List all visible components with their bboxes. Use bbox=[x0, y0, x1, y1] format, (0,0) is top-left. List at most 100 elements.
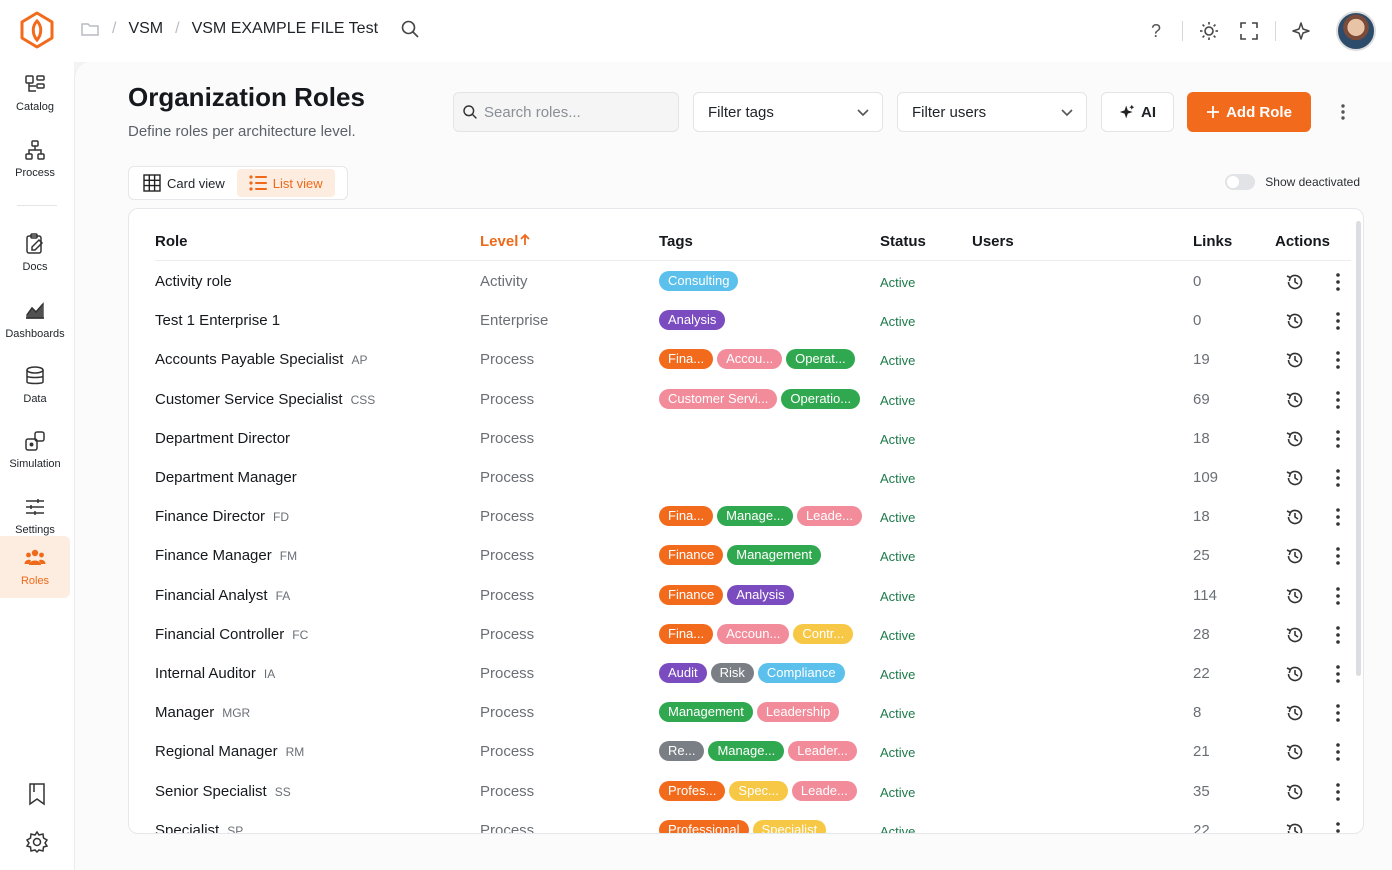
more-options-icon[interactable] bbox=[1331, 350, 1345, 370]
tag-badge[interactable]: Accoun... bbox=[717, 623, 790, 644]
tag-badge[interactable]: Professional bbox=[659, 819, 749, 833]
sidebar-item-docs[interactable]: Docs bbox=[0, 222, 70, 284]
role-name[interactable]: Finance Director FD bbox=[155, 508, 289, 525]
history-icon[interactable] bbox=[1285, 625, 1305, 645]
sidebar-item-settings[interactable]: Settings bbox=[0, 485, 70, 547]
role-name[interactable]: Activity role bbox=[155, 273, 232, 290]
scrollbar[interactable] bbox=[1356, 221, 1361, 676]
column-header-links[interactable]: Links bbox=[1193, 233, 1233, 250]
tag-badge[interactable]: Fina... bbox=[659, 506, 714, 527]
tag-badge[interactable]: Customer Servi... bbox=[659, 388, 778, 409]
column-header-level[interactable]: Level bbox=[480, 233, 530, 250]
more-options-icon[interactable] bbox=[1331, 625, 1345, 645]
more-options-icon[interactable] bbox=[1331, 311, 1345, 331]
table-row[interactable]: Financial Controller FC Process Fina... Acco… bbox=[155, 615, 1351, 654]
search-roles-field[interactable] bbox=[453, 92, 679, 132]
tag-badge[interactable]: Fina... bbox=[659, 623, 714, 644]
more-options-icon[interactable] bbox=[1331, 468, 1345, 488]
tag-badge[interactable]: Manage... bbox=[717, 506, 793, 527]
column-header-status[interactable]: Status bbox=[880, 233, 926, 250]
table-row[interactable]: Customer Service Specialist CSS Process Cus… bbox=[155, 380, 1351, 419]
column-header-role[interactable]: Role bbox=[155, 233, 188, 250]
more-options-icon[interactable] bbox=[1331, 821, 1345, 834]
tag-badge[interactable]: Risk bbox=[710, 663, 754, 683]
table-row[interactable]: Specialist SP Process Professional Specialis… bbox=[155, 811, 1351, 834]
history-icon[interactable] bbox=[1285, 586, 1305, 606]
role-name[interactable]: Customer Service Specialist CSS bbox=[155, 391, 375, 408]
role-name[interactable]: Test 1 Enterprise 1 bbox=[155, 312, 280, 329]
more-options-icon[interactable] bbox=[1333, 100, 1353, 124]
table-row[interactable]: Financial Analyst FA Process Finance Analysi… bbox=[155, 576, 1351, 615]
history-icon[interactable] bbox=[1285, 546, 1305, 566]
sidebar-item-roles[interactable]: Roles bbox=[0, 536, 70, 598]
ai-button[interactable]: AI bbox=[1101, 92, 1174, 132]
bookmark-icon[interactable] bbox=[25, 782, 49, 806]
role-name[interactable]: Regional Manager RM bbox=[155, 743, 304, 760]
role-name[interactable]: Accounts Payable Specialist AP bbox=[155, 351, 367, 368]
tag-badge[interactable]: Operat... bbox=[786, 349, 855, 370]
table-row[interactable]: Manager MGR Process Management Leadership Act… bbox=[155, 693, 1351, 732]
tag-badge[interactable]: Specialist bbox=[752, 819, 827, 833]
sidebar-item-catalog[interactable]: Catalog bbox=[0, 62, 70, 124]
history-icon[interactable] bbox=[1285, 390, 1305, 410]
history-icon[interactable] bbox=[1285, 468, 1305, 488]
tag-badge[interactable]: Analysis bbox=[659, 310, 726, 331]
tag-badge[interactable]: Leader... bbox=[788, 741, 857, 762]
more-options-icon[interactable] bbox=[1331, 546, 1345, 566]
avatar[interactable] bbox=[1336, 11, 1376, 51]
tag-badge[interactable]: Leade... bbox=[796, 506, 862, 527]
more-options-icon[interactable] bbox=[1331, 272, 1345, 292]
table-row[interactable]: Internal Auditor IA Process Audit Risk Compli… bbox=[155, 654, 1351, 693]
more-options-icon[interactable] bbox=[1331, 664, 1345, 684]
role-name[interactable]: Senior Specialist SS bbox=[155, 783, 291, 800]
more-options-icon[interactable] bbox=[1331, 742, 1345, 762]
tag-badge[interactable]: Finance bbox=[659, 584, 724, 605]
sun-icon[interactable] bbox=[1189, 11, 1229, 51]
more-options-icon[interactable] bbox=[1331, 703, 1345, 723]
history-icon[interactable] bbox=[1285, 272, 1305, 292]
filter-tags-select[interactable]: Filter tags bbox=[693, 92, 883, 132]
role-name[interactable]: Specialist SP bbox=[155, 822, 243, 833]
role-name[interactable]: Financial Analyst FA bbox=[155, 587, 290, 604]
tag-badge[interactable]: Manage... bbox=[708, 741, 785, 762]
help-icon[interactable]: ? bbox=[1150, 20, 1161, 41]
history-icon[interactable] bbox=[1285, 821, 1305, 834]
column-header-users[interactable]: Users bbox=[972, 233, 1014, 250]
history-icon[interactable] bbox=[1285, 429, 1305, 449]
search-icon[interactable] bbox=[400, 19, 420, 39]
history-icon[interactable] bbox=[1285, 311, 1305, 331]
table-row[interactable]: Finance Director FD Process Fina... Manage..… bbox=[155, 497, 1351, 536]
sidebar-item-simulation[interactable]: Simulation bbox=[0, 419, 70, 481]
tag-badge[interactable]: Management bbox=[659, 702, 753, 723]
table-row[interactable]: Test 1 Enterprise 1 Enterprise Analysis Act… bbox=[155, 301, 1351, 340]
tag-badge[interactable]: Re... bbox=[659, 741, 705, 762]
more-options-icon[interactable] bbox=[1331, 390, 1345, 410]
app-logo-icon[interactable] bbox=[18, 10, 56, 50]
history-icon[interactable] bbox=[1285, 350, 1305, 370]
more-options-icon[interactable] bbox=[1331, 782, 1345, 802]
gear-icon[interactable] bbox=[25, 830, 49, 854]
more-options-icon[interactable] bbox=[1331, 507, 1345, 527]
history-icon[interactable] bbox=[1285, 507, 1305, 527]
sidebar-item-dashboards[interactable]: Dashboards bbox=[0, 289, 70, 351]
table-row[interactable]: Department Manager Process Active 109 bbox=[155, 458, 1351, 497]
column-header-tags[interactable]: Tags bbox=[659, 233, 693, 250]
tag-badge[interactable]: Management bbox=[727, 545, 822, 566]
more-options-icon[interactable] bbox=[1331, 429, 1345, 449]
table-row[interactable]: Finance Manager FM Process Finance Managemen… bbox=[155, 536, 1351, 575]
breadcrumb-item-vsm[interactable]: VSM bbox=[128, 20, 164, 37]
tag-badge[interactable]: Operatio... bbox=[781, 388, 861, 409]
tag-badge[interactable]: Fina... bbox=[659, 349, 714, 370]
table-row[interactable]: Activity role Activity Consulting Active 0 bbox=[155, 262, 1351, 301]
fullscreen-icon[interactable] bbox=[1229, 11, 1269, 51]
role-name[interactable]: Manager MGR bbox=[155, 704, 250, 721]
add-role-button[interactable]: Add Role bbox=[1187, 92, 1311, 132]
tag-badge[interactable]: Contr... bbox=[793, 623, 854, 644]
history-icon[interactable] bbox=[1285, 742, 1305, 762]
role-name[interactable]: Financial Controller FC bbox=[155, 626, 308, 643]
tag-badge[interactable]: Finance bbox=[659, 545, 724, 566]
table-row[interactable]: Department Director Process Active 18 bbox=[155, 419, 1351, 458]
tag-badge[interactable]: Leadership bbox=[756, 702, 840, 723]
table-row[interactable]: Accounts Payable Specialist AP Process Fina… bbox=[155, 340, 1351, 379]
tag-badge[interactable]: Accou... bbox=[717, 349, 783, 370]
